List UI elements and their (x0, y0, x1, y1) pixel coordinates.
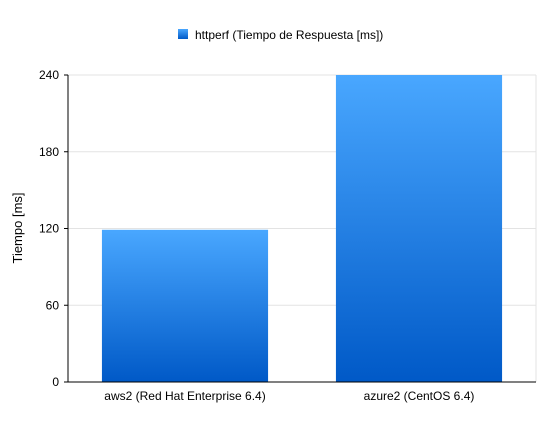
axes (64, 74, 536, 383)
legend-label: httperf (Tiempo de Respuesta [ms]) (195, 28, 383, 42)
y-tick-label: 120 (39, 222, 59, 236)
x-tick-label: aws2 (Red Hat Enterprise 6.4) (104, 389, 265, 403)
bars (101, 75, 503, 382)
y-tick-labels: 0 60 120 180 240 (39, 68, 59, 389)
bar-2 (335, 75, 503, 382)
y-tick-label: 60 (46, 298, 60, 312)
y-axis-label: Tiempo [ms] (10, 192, 25, 263)
legend: httperf (Tiempo de Respuesta [ms]) (178, 28, 383, 42)
bar-1 (101, 229, 269, 382)
y-tick-label: 240 (39, 68, 59, 82)
y-tick-label: 180 (39, 145, 59, 159)
x-tick-labels: aws2 (Red Hat Enterprise 6.4) azure2 (Cen… (104, 389, 474, 403)
legend-swatch (178, 29, 188, 39)
x-tick-label: azure2 (CentOS 6.4) (364, 389, 475, 403)
y-tick-label: 0 (52, 375, 59, 389)
